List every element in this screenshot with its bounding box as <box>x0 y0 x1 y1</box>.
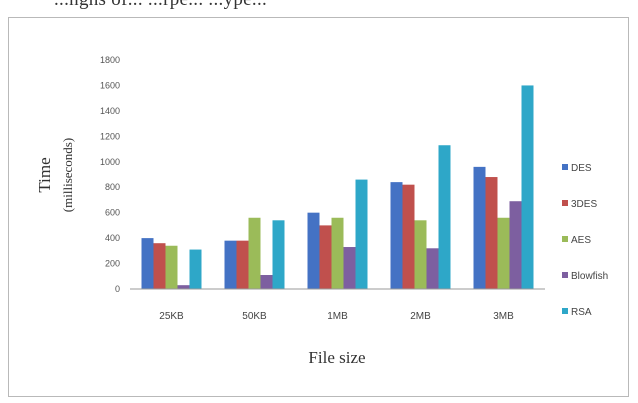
bar-3des-2mb <box>402 184 415 289</box>
y-tick-label: 800 <box>105 182 120 192</box>
bar-des-2mb <box>390 182 403 289</box>
y-axis-ticks: 0 200 400 600 800 1000 1200 1400 1600 1800 <box>100 55 120 294</box>
y-tick-label: 1600 <box>100 80 120 90</box>
bar-blowfish-50kb <box>260 275 273 289</box>
bar-aes-50kb <box>248 217 261 289</box>
legend: DES 3DES AES Blowfish RSA <box>562 163 608 318</box>
bar-3des-50kb <box>236 240 249 289</box>
y-tick-label: 600 <box>105 208 120 218</box>
legend-label: RSA <box>571 307 592 318</box>
legend-swatch <box>562 236 568 242</box>
y-tick-label: 0 <box>115 284 120 294</box>
bar-des-50kb <box>224 240 237 289</box>
x-category-label: 3MB <box>493 311 514 322</box>
bar-aes-1mb <box>331 217 344 289</box>
bar-blowfish-2mb <box>426 248 439 289</box>
bars <box>141 85 534 289</box>
legend-label: AES <box>571 235 591 246</box>
bar-blowfish-1mb <box>343 247 356 289</box>
cropped-text-strip: ...nghs of... ...rpe... ...ype... <box>0 0 638 18</box>
x-category-label: 2MB <box>410 311 431 322</box>
bar-3des-3mb <box>485 177 498 289</box>
legend-label: DES <box>571 163 592 174</box>
legend-swatch <box>562 272 568 278</box>
legend-label: Blowfish <box>571 271 608 282</box>
x-axis-labels: 25KB 50KB 1MB 2MB 3MB <box>159 311 514 322</box>
bar-rsa-3mb <box>521 85 534 289</box>
y-tick-label: 1200 <box>100 131 120 141</box>
bar-rsa-2mb <box>438 145 451 289</box>
bar-3des-1mb <box>319 225 332 289</box>
x-category-label: 25KB <box>159 311 184 322</box>
bar-blowfish-25kb <box>177 285 190 289</box>
bar-aes-25kb <box>165 245 178 289</box>
legend-swatch <box>562 308 568 314</box>
bar-3des-25kb <box>153 243 166 289</box>
bar-aes-2mb <box>414 220 427 289</box>
legend-swatch <box>562 164 568 170</box>
y-tick-label: 1400 <box>100 106 120 116</box>
x-category-label: 50KB <box>242 311 267 322</box>
bar-blowfish-3mb <box>509 201 522 289</box>
y-axis-title: Time <box>35 157 54 192</box>
bar-rsa-1mb <box>355 179 368 289</box>
legend-swatch <box>562 200 568 206</box>
bar-aes-3mb <box>497 217 510 289</box>
legend-label: 3DES <box>571 199 597 210</box>
bar-rsa-50kb <box>272 220 285 289</box>
y-tick-label: 400 <box>105 233 120 243</box>
cropped-text: ...nghs of... ...rpe... ...ype... <box>54 0 267 11</box>
bar-des-1mb <box>307 212 320 289</box>
x-category-label: 1MB <box>327 311 348 322</box>
y-axis-unit: (milliseconds) <box>60 138 75 212</box>
y-tick-label: 1000 <box>100 157 120 167</box>
bar-des-3mb <box>473 166 486 289</box>
y-tick-label: 1800 <box>100 55 120 65</box>
bar-rsa-25kb <box>189 249 202 289</box>
x-axis-title: File size <box>308 348 365 367</box>
y-tick-label: 200 <box>105 259 120 269</box>
bar-des-25kb <box>141 238 154 289</box>
